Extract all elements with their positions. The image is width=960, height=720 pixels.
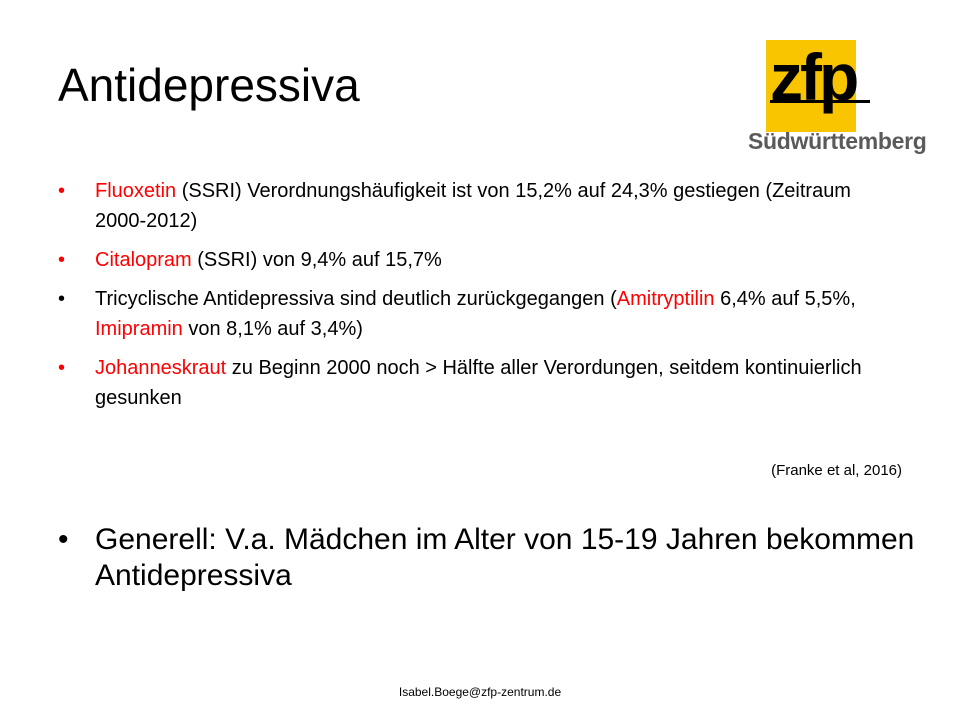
- bullet-item-tricyclics: • Tricyclische Antidepressiva sind deutl…: [58, 284, 878, 344]
- bullet-item-citalopram: • Citalopram (SSRI) von 9,4% auf 15,7%: [58, 245, 878, 275]
- summary-bullet: • Generell: V.a. Mädchen im Alter von 15…: [58, 522, 935, 594]
- drug-name: Fluoxetin: [95, 180, 177, 202]
- bullet-text: (SSRI) von 9,4% auf 15,7%: [191, 249, 442, 271]
- bullet-text: Tricyclische Antidepressiva sind deutlic…: [95, 288, 617, 310]
- logo-mark: zfp: [770, 40, 859, 114]
- bullet-text: von 8,1% auf 3,4%): [182, 318, 363, 340]
- drug-name: Johanneskraut: [95, 357, 227, 379]
- citation: (Franke et al, 2016): [771, 462, 902, 479]
- drug-name: Amitryptilin: [616, 288, 715, 310]
- logo-yellow-box: zfp: [766, 40, 870, 132]
- bullet-item-fluoxetin: • Fluoxetin (SSRI) Verordnungshäufigkeit…: [58, 176, 878, 236]
- bullet-marker: •: [58, 523, 69, 556]
- bullet-marker: •: [58, 249, 66, 271]
- logo-underline: [770, 100, 870, 103]
- logo-subtitle: Südwürttemberg: [748, 128, 927, 154]
- drug-name: Imipramin: [95, 318, 183, 340]
- slide-title: Antidepressiva: [58, 59, 360, 111]
- bullet-marker: •: [58, 288, 66, 310]
- bullet-item-johanneskraut: • Johanneskraut zu Beginn 2000 noch > Hä…: [58, 353, 878, 413]
- drug-name: Citalopram: [95, 249, 192, 271]
- bullet-marker: •: [58, 357, 66, 379]
- zfp-logo: zfp Südwürttemberg: [748, 40, 942, 160]
- bullet-text: 6,4% auf 5,5%,: [714, 288, 856, 310]
- bullet-text: (SSRI) Verordnungshäufigkeit ist von 15,…: [95, 180, 851, 232]
- bullet-list: • Fluoxetin (SSRI) Verordnungshäufigkeit…: [58, 176, 878, 422]
- summary-text: Generell: V.a. Mädchen im Alter von 15-1…: [95, 523, 915, 592]
- bullet-text: zu Beginn 2000 noch > Hälfte aller Veror…: [95, 357, 862, 409]
- footer-email: Isabel.Boege@zfp-zentrum.de: [398, 685, 562, 699]
- bullet-marker: •: [58, 180, 66, 202]
